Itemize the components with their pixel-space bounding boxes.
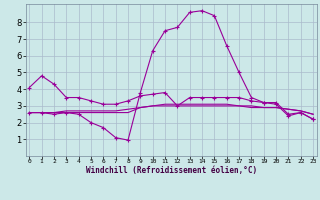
X-axis label: Windchill (Refroidissement éolien,°C): Windchill (Refroidissement éolien,°C) bbox=[86, 166, 257, 175]
